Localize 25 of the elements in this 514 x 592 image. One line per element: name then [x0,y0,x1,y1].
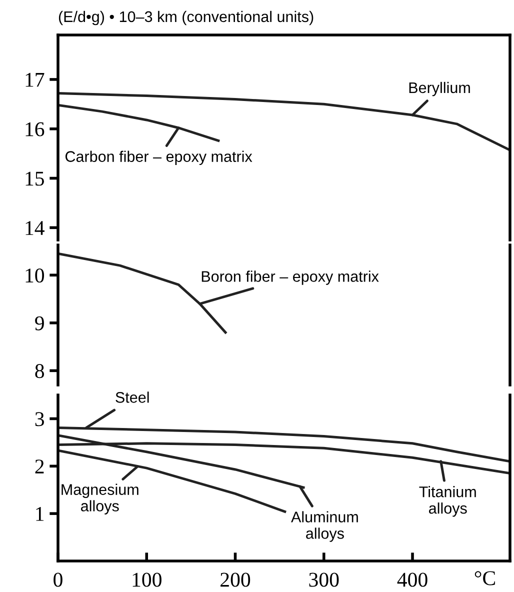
x-tick-label: 300 [309,572,339,587]
annotation: Magnesium alloys [62,484,138,514]
x-tick-label: 100 [132,572,162,587]
x-tick-label: 200 [220,572,250,587]
x-axis-title: °C [474,571,495,586]
x-tick-label: 400 [397,572,428,587]
annotation: Boron fiber – epoxy matrix [202,270,379,285]
y-tick-label: 2 [35,460,44,474]
annotation: Carbon fiber – epoxy matrix [65,150,252,165]
y-axis-title: (E/d•g) • 10–3 km (conventional units) [58,10,314,26]
y-tick-label: 8 [35,364,44,378]
y-tick-label: 17 [26,72,44,87]
y-tick-label: 10 [26,268,44,283]
annotation: Titanium alloys [419,486,476,517]
x-tick-label: 0 [54,572,62,587]
annotation: Steel [116,392,149,403]
annotation: Beryllium [409,82,470,96]
y-tick-label: 16 [26,122,44,136]
line-series [58,449,286,513]
y-tick-label: 9 [35,316,44,330]
annotation: Aluminum alloys [291,511,358,542]
y-tick-label: 14 [26,221,44,235]
y-tick-label: 15 [26,172,44,186]
y-tick-label: 3 [35,412,44,426]
y-tick-label: 1 [36,507,44,521]
